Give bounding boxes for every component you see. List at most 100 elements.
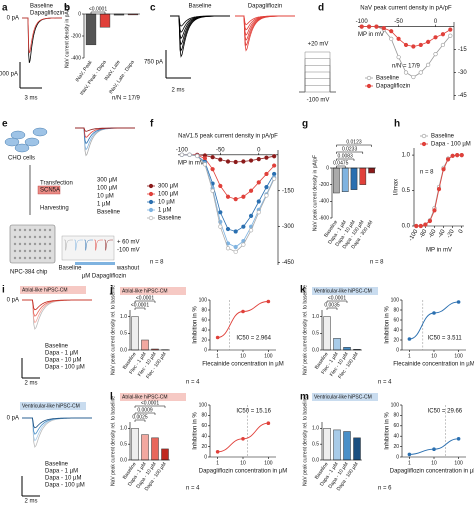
well: [28, 242, 32, 246]
point: [432, 311, 436, 315]
label: 2 ms: [24, 381, 37, 387]
x-tick-label: -50: [394, 19, 403, 25]
well: [48, 249, 52, 253]
well: [38, 228, 42, 232]
well: [18, 249, 22, 253]
point: [256, 157, 261, 162]
y-tick-label: 100: [391, 402, 400, 408]
point: [210, 188, 215, 193]
bracket: [336, 158, 355, 161]
trace: [235, 15, 295, 26]
bar: [151, 437, 159, 461]
point: [455, 152, 460, 158]
plasmid: [37, 185, 61, 195]
legend-entry: 1 µM: [97, 202, 110, 208]
well: [13, 228, 17, 232]
y-tick-label: 80: [393, 307, 399, 313]
cell: [10, 130, 26, 140]
bracket: [326, 300, 348, 303]
y-tick-label: 1.0: [120, 426, 127, 432]
trace: [84, 239, 93, 251]
tag: Ventricular-like hiPSC-CM: [22, 403, 80, 409]
panel-letter: b: [64, 3, 70, 14]
well: [18, 256, 22, 260]
point: [374, 24, 379, 29]
y-tick-label: 100: [199, 297, 208, 303]
tag: Atrial-like hiPSC-CM: [122, 394, 168, 400]
label: Harvesting: [40, 206, 69, 212]
label: CHO cells: [8, 156, 35, 162]
point: [233, 197, 238, 202]
point: [441, 167, 446, 172]
y-tick-label: 0.5: [120, 331, 127, 337]
label: NPC-384 chip: [10, 270, 48, 276]
point: [450, 153, 455, 158]
y-axis-label: NaV peak current density in pA/pF: [312, 155, 318, 231]
panel-letter: d: [318, 3, 324, 14]
bar: [323, 316, 331, 351]
point: [225, 246, 231, 251]
y-tick-label: 60: [393, 423, 399, 429]
tag-box: [120, 287, 186, 295]
point: [264, 171, 269, 177]
y-tick-label: 0.0: [312, 347, 319, 353]
point: [272, 154, 277, 159]
point: [215, 335, 220, 340]
point: [440, 32, 446, 37]
label: SCN5A: [40, 188, 60, 194]
x-tick-label: 10: [240, 460, 246, 466]
well: [33, 256, 37, 260]
point: [248, 158, 254, 163]
panel-letter: a: [2, 3, 8, 14]
annotation: n = 4: [186, 380, 200, 386]
point: [218, 157, 223, 162]
tag-box: [312, 393, 378, 401]
panel-letter: j: [109, 285, 113, 296]
legend-entry: Dapa - 100 µM: [45, 483, 85, 489]
protocol: [304, 71, 336, 93]
point: [272, 176, 277, 181]
y-tick-label: -150: [282, 188, 295, 194]
x-axis-label: Flecainide concentration in µM: [393, 362, 474, 368]
point: [440, 42, 446, 48]
y-tick-label: 80: [393, 413, 399, 419]
well: [33, 242, 37, 246]
tag-box: [20, 402, 86, 410]
p-value: <0.0001: [131, 302, 149, 308]
trace: [94, 239, 103, 251]
label: 3 ms: [24, 96, 37, 102]
point: [426, 39, 431, 44]
point: [433, 35, 438, 40]
p-value: 0.0233: [342, 146, 358, 152]
point: [407, 452, 412, 457]
x-axis-label: MP in mV: [358, 32, 384, 38]
point: [233, 159, 238, 165]
panel-letter: g: [302, 119, 308, 130]
legend-entry: 10 µM: [158, 200, 175, 206]
annotation: n = 8: [370, 260, 384, 266]
legend-marker: [366, 83, 372, 89]
point: [248, 228, 254, 233]
point: [179, 152, 184, 157]
x-tick-label: -100: [408, 228, 420, 242]
fit-curve: [409, 301, 459, 340]
legend-entry: 100 µM: [97, 186, 117, 192]
point: [210, 155, 215, 160]
bar: [141, 434, 149, 461]
label: 2 ms: [24, 499, 37, 505]
panel-letter: m: [300, 392, 309, 403]
point: [266, 421, 271, 426]
point: [225, 194, 231, 199]
y-tick-label: 1.0: [402, 153, 411, 159]
y-axis-label: Inhibition in %: [193, 306, 199, 344]
point: [411, 44, 416, 49]
point: [195, 153, 200, 159]
x-tick-label: 1: [408, 460, 411, 466]
protocol: [304, 58, 336, 93]
x-tick-label: 10: [431, 353, 437, 359]
tag: Atrial-like hiPSC-CM: [22, 287, 68, 293]
well: [33, 228, 37, 232]
y-tick-label: 100: [391, 297, 400, 303]
point: [272, 171, 277, 177]
